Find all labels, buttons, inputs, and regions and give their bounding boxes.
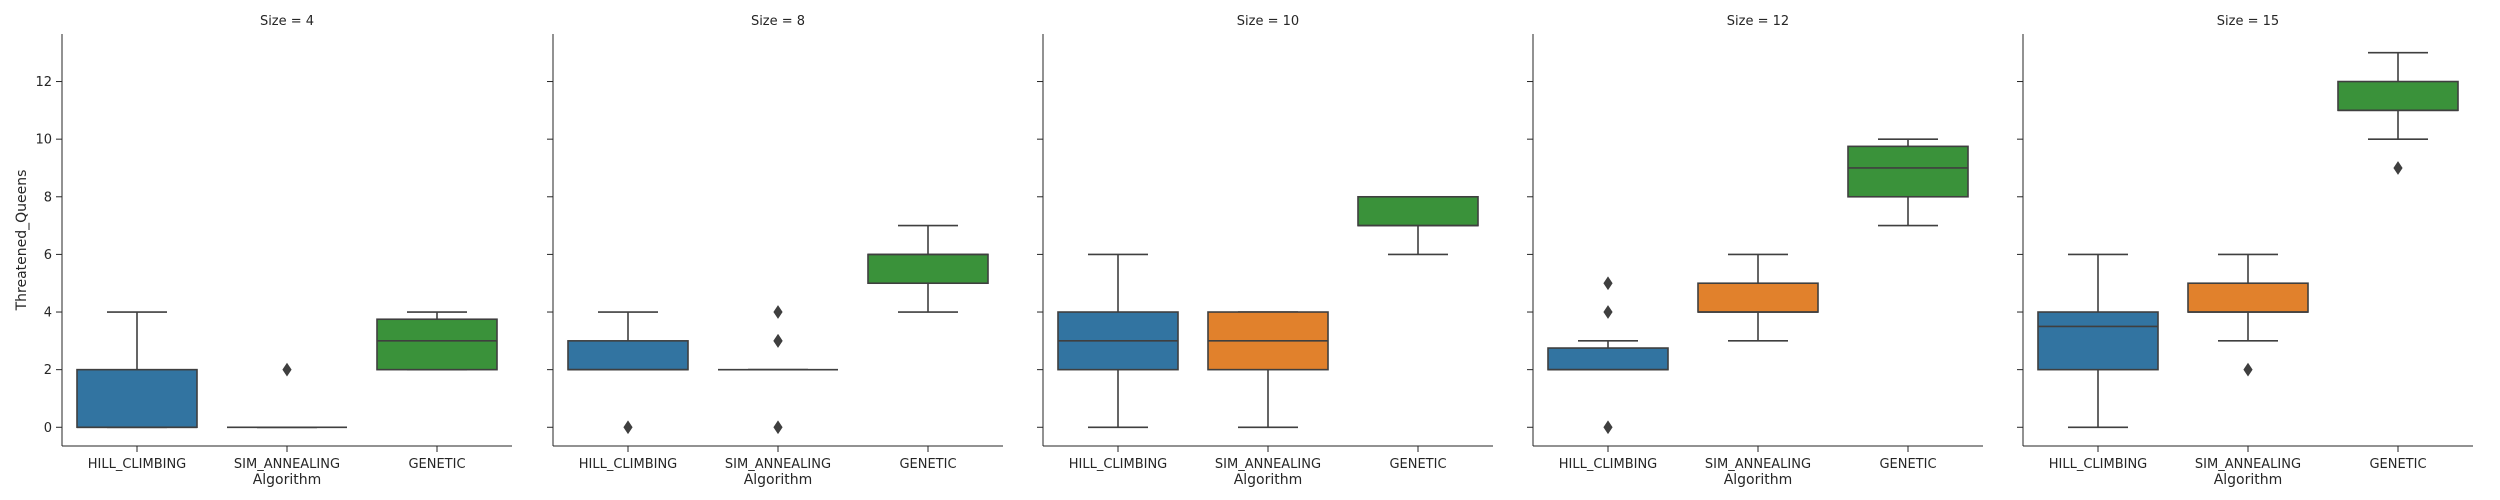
box-hill-climbing xyxy=(567,311,689,435)
box-genetic xyxy=(867,224,989,313)
iqr-box xyxy=(1697,282,1819,313)
x-tick-label: GENETIC xyxy=(1879,457,1936,472)
x-tick-label: GENETIC xyxy=(408,457,465,472)
x-tick-label: GENETIC xyxy=(899,457,956,472)
outlier-point xyxy=(1603,276,1613,291)
x-tick-label: HILL_CLIMBING xyxy=(1069,457,1168,472)
y-tick-label: 4 xyxy=(44,306,52,321)
y-axis-label: Threatened_Queens xyxy=(14,170,30,312)
panel-title: Size = 15 xyxy=(2217,14,2279,29)
box-hill-climbing xyxy=(2037,253,2159,429)
outlier-point xyxy=(1603,420,1613,435)
facet-panel: Size = 8 HILL_CLIMBING SIM_ANNEALING GENETI… xyxy=(547,14,1003,488)
iqr-box xyxy=(1847,145,1969,198)
facet-panel: Size = 15 HILL_CLIMBING SIM_ANNEALING GENET… xyxy=(2017,14,2473,488)
iqr-box xyxy=(1357,195,1479,227)
iqr-box xyxy=(1547,347,1669,371)
box-genetic xyxy=(1357,195,1479,256)
outlier-point xyxy=(1603,305,1613,319)
iqr-box xyxy=(2187,282,2309,313)
panel-title: Size = 10 xyxy=(1237,14,1299,29)
outlier-point xyxy=(773,305,783,319)
x-axis-label: Algorithm xyxy=(2214,472,2283,488)
x-axis-label: Algorithm xyxy=(1724,472,1793,488)
y-tick-label: 0 xyxy=(44,421,52,436)
x-tick-label: HILL_CLIMBING xyxy=(579,457,678,472)
outlier-point xyxy=(623,420,633,435)
iqr-box xyxy=(2337,80,2459,112)
outlier-point xyxy=(773,420,783,435)
x-tick-label: SIM_ANNEALING xyxy=(1705,457,1811,472)
iqr-box xyxy=(867,253,989,285)
outlier-point xyxy=(2243,362,2253,377)
facet-panel: Size = 4 0 2 4 6 8 10 12 Threatened_Queens HILL_C… xyxy=(14,14,512,488)
box-sim-annealing xyxy=(2187,253,2309,377)
outlier-point xyxy=(2393,161,2403,175)
iqr-box xyxy=(567,340,689,371)
x-tick-label: SIM_ANNEALING xyxy=(234,457,340,472)
panels-group: Size = 4 0 2 4 6 8 10 12 Threatened_Queens HILL_C… xyxy=(14,14,2473,488)
x-tick-label: HILL_CLIMBING xyxy=(88,457,187,472)
box-hill-climbing xyxy=(1547,276,1669,435)
x-axis-label: Algorithm xyxy=(744,472,813,488)
x-tick-label: HILL_CLIMBING xyxy=(2049,457,2148,472)
box-genetic xyxy=(376,311,498,371)
box-sim-annealing xyxy=(718,305,838,435)
panel-title: Size = 4 xyxy=(260,14,314,29)
iqr-box xyxy=(2037,311,2159,371)
box-hill-climbing xyxy=(1057,253,1179,429)
y-tick-label: 6 xyxy=(44,248,52,263)
x-tick-label: SIM_ANNEALING xyxy=(2195,457,2301,472)
y-tick-label: 2 xyxy=(44,363,52,378)
y-tick-label: 12 xyxy=(35,75,52,90)
panel-title: Size = 8 xyxy=(751,14,805,29)
y-tick-label: 10 xyxy=(35,133,52,148)
x-axis-label: Algorithm xyxy=(1234,472,1303,488)
x-tick-label: GENETIC xyxy=(1389,457,1446,472)
box-genetic xyxy=(1847,138,1969,227)
box-sim-annealing xyxy=(1207,311,1329,429)
box-sim-annealing xyxy=(227,362,347,429)
panel-title: Size = 12 xyxy=(1727,14,1789,29)
y-tick-label: 8 xyxy=(44,190,52,205)
x-axis-label: Algorithm xyxy=(253,472,322,488)
outlier-point xyxy=(282,362,292,377)
x-tick-label: SIM_ANNEALING xyxy=(725,457,831,472)
box-sim-annealing xyxy=(1697,253,1819,342)
x-tick-label: GENETIC xyxy=(2369,457,2426,472)
x-tick-label: SIM_ANNEALING xyxy=(1215,457,1321,472)
iqr-box xyxy=(376,318,498,371)
iqr-box xyxy=(76,368,198,429)
x-tick-label: HILL_CLIMBING xyxy=(1559,457,1658,472)
box-genetic xyxy=(2337,51,2459,175)
facet-panel: Size = 10 HILL_CLIMBING SIM_ANNEALING GENET… xyxy=(1037,14,1493,488)
outlier-point xyxy=(773,333,783,348)
box-hill-climbing xyxy=(76,311,198,429)
facet-panel: Size = 12 HILL_CLIMBING SIM_ANNEALING GENET… xyxy=(1527,14,1983,488)
